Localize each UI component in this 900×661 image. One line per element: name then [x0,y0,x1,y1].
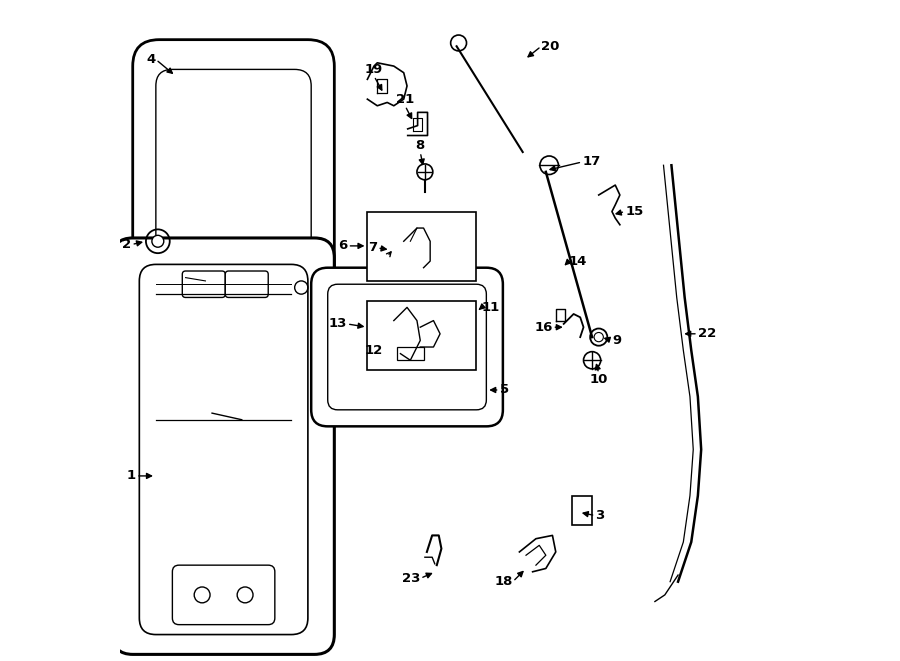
Text: 7: 7 [368,241,377,254]
Text: 19: 19 [364,63,383,76]
FancyBboxPatch shape [156,69,311,314]
FancyBboxPatch shape [311,268,503,426]
Text: 23: 23 [402,572,420,585]
FancyBboxPatch shape [328,284,486,410]
Text: 12: 12 [364,344,383,357]
Text: 15: 15 [626,205,644,218]
FancyBboxPatch shape [225,271,268,297]
Text: 21: 21 [396,93,414,106]
Bar [397,347,424,360]
FancyBboxPatch shape [173,565,274,625]
Text: 2: 2 [122,238,131,251]
Bar [572,496,592,525]
FancyBboxPatch shape [183,271,225,297]
FancyBboxPatch shape [112,238,334,654]
Text: 22: 22 [698,327,716,340]
Text: 13: 13 [328,317,346,330]
Text: 10: 10 [590,373,608,387]
Text: 6: 6 [338,239,347,253]
Text: 16: 16 [534,321,553,334]
Text: 8: 8 [416,139,425,152]
Text: 11: 11 [482,301,500,314]
FancyBboxPatch shape [140,264,308,635]
Text: 9: 9 [612,334,621,347]
Text: 18: 18 [494,575,513,588]
Text: 3: 3 [596,509,605,522]
Text: 17: 17 [582,155,600,169]
Text: 4: 4 [147,53,156,66]
Text: 20: 20 [541,40,560,53]
Text: 5: 5 [500,383,508,397]
Text: 1: 1 [127,469,136,483]
Bar [367,301,476,370]
FancyBboxPatch shape [132,40,334,344]
Circle shape [152,235,164,247]
Bar [367,212,476,281]
Text: 14: 14 [569,254,588,268]
